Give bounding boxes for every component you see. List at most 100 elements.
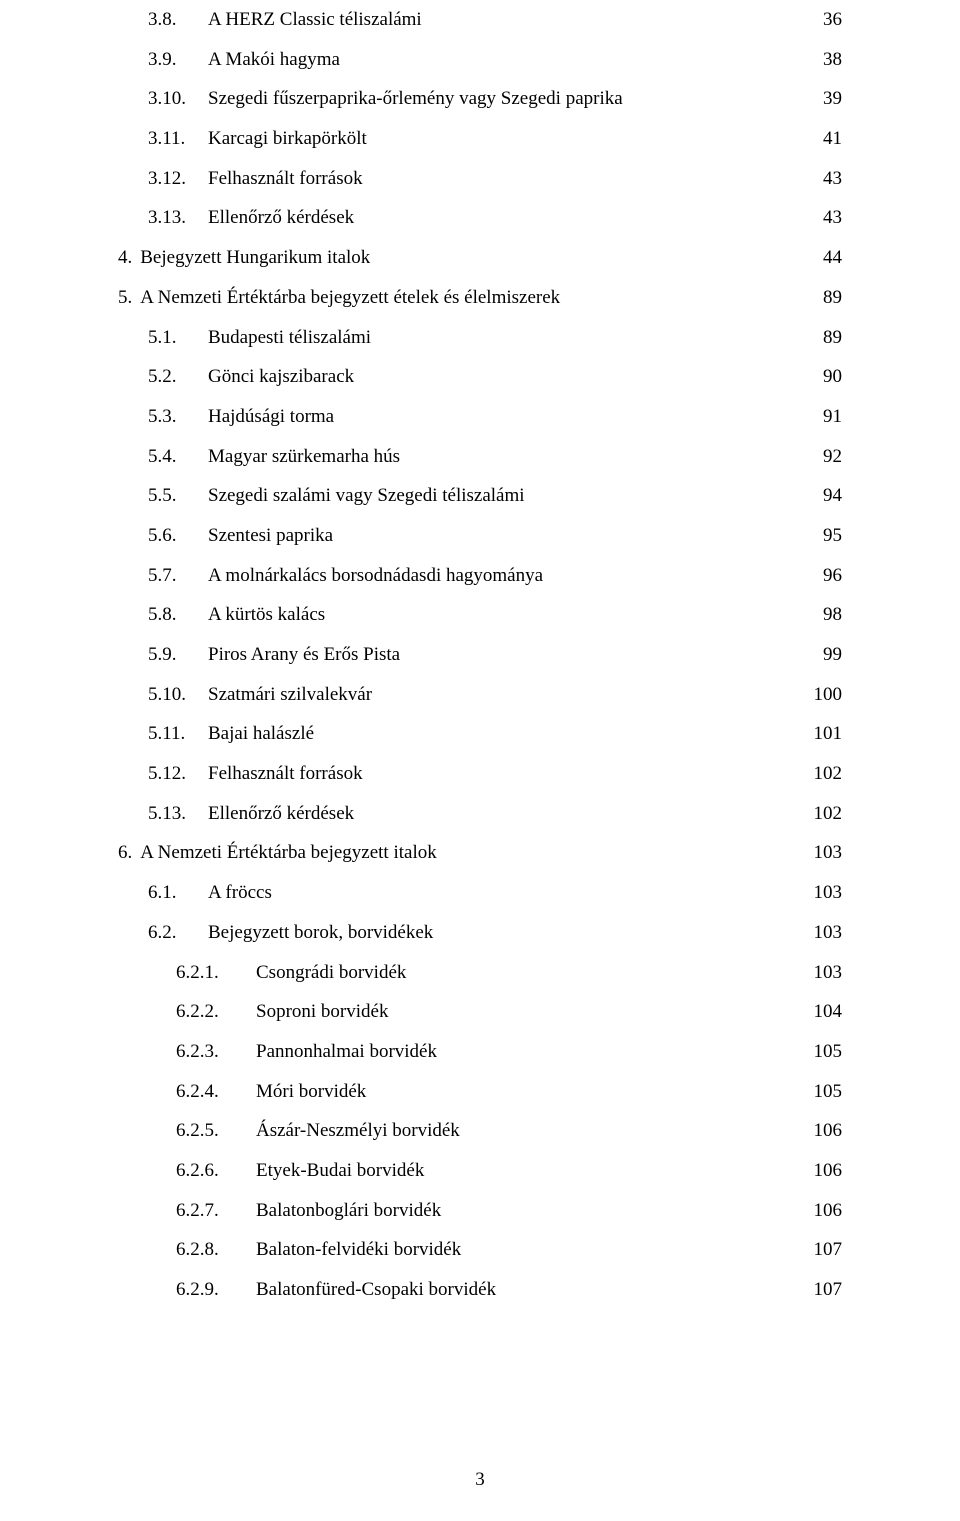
toc-entry[interactable]: 3.8.A HERZ Classic téliszalámi36 <box>118 8 842 33</box>
toc-entry-number: 5.8. <box>148 603 208 628</box>
toc-entry-page: 90 <box>819 365 842 390</box>
toc-entry[interactable]: 6.A Nemzeti Értéktárba bejegyzett italok… <box>118 841 842 866</box>
toc-entry-page: 105 <box>810 1080 843 1105</box>
toc-entry[interactable]: 6.2.3.Pannonhalmai borvidék105 <box>118 1040 842 1065</box>
toc-entry[interactable]: 5.1.Budapesti téliszalámi 89 <box>118 326 842 351</box>
toc-entry[interactable]: 5.11.Bajai halászlé101 <box>118 722 842 747</box>
toc-entry-title: Szegedi szalámi vagy Szegedi téliszalámi <box>208 484 525 509</box>
toc-entry-number: 5.6. <box>148 524 208 549</box>
toc-entry[interactable]: 5.9.Piros Arany és Erős Pista 99 <box>118 643 842 668</box>
toc-entry-title: Budapesti téliszalámi <box>208 326 371 351</box>
toc-entry-number: 3.12. <box>148 167 208 192</box>
toc-entry-page: 107 <box>810 1238 843 1263</box>
toc-entry-title: Bajai halászlé <box>208 722 314 747</box>
toc-entry-title: A Nemzeti Értéktárba bejegyzett ételek é… <box>140 286 560 311</box>
toc-entry-page: 106 <box>810 1159 843 1184</box>
page-container: 3.8.A HERZ Classic téliszalámi36 3.9.A Ma… <box>0 0 960 1521</box>
toc-entry-title: Balatonboglári borvidék <box>256 1199 441 1224</box>
page-number: 3 <box>0 1469 960 1491</box>
toc-entry-number: 5. <box>118 286 140 311</box>
toc-entry[interactable]: 5.3.Hajdúsági torma91 <box>118 405 842 430</box>
toc-entry-title: Pannonhalmai borvidék <box>256 1040 437 1065</box>
toc-entry[interactable]: 3.12.Felhasznált források 43 <box>118 167 842 192</box>
toc-entry[interactable]: 3.11.Karcagi birkapörkölt41 <box>118 127 842 152</box>
toc-entry-number: 3.8. <box>148 8 208 33</box>
toc-entry[interactable]: 6.2.1.Csongrádi borvidék103 <box>118 961 842 986</box>
toc-entry-title: Felhasznált források <box>208 167 363 192</box>
toc-entry-page: 89 <box>819 326 842 351</box>
toc-entry-page: 43 <box>819 167 842 192</box>
toc-entry-title: Etyek-Budai borvidék <box>256 1159 424 1184</box>
toc-entry-page: 103 <box>810 841 843 866</box>
toc-entry-page: 99 <box>819 643 842 668</box>
toc-entry-title: Bejegyzett Hungarikum italok <box>140 246 370 271</box>
toc-entry[interactable]: 6.2.7.Balatonboglári borvidék 106 <box>118 1199 842 1224</box>
toc-entry-page: 43 <box>819 206 842 231</box>
toc-entry-page: 104 <box>810 1000 843 1025</box>
toc-entry-title: Szegedi fűszerpaprika-őrlemény vagy Szeg… <box>208 87 623 112</box>
toc-entry-number: 3.9. <box>148 48 208 73</box>
toc-entry[interactable]: 3.9.A Makói hagyma38 <box>118 48 842 73</box>
toc-entry-page: 103 <box>810 881 843 906</box>
toc-entry[interactable]: 5.8.A kürtös kalács98 <box>118 603 842 628</box>
toc-entry-page: 103 <box>810 921 843 946</box>
toc-entry-title: Hajdúsági torma <box>208 405 334 430</box>
toc-entry[interactable]: 3.13.Ellenőrző kérdések43 <box>118 206 842 231</box>
toc-entry[interactable]: 6.2.2.Soproni borvidék104 <box>118 1000 842 1025</box>
toc-entry-title: Gönci kajszibarack <box>208 365 354 390</box>
toc-entry-title: Karcagi birkapörkölt <box>208 127 367 152</box>
toc-entry-page: 44 <box>819 246 842 271</box>
toc-entry-page: 39 <box>819 87 842 112</box>
toc-entry[interactable]: 6.2.4.Móri borvidék105 <box>118 1080 842 1105</box>
toc-entry-title: Felhasznált források <box>208 762 363 787</box>
toc-entry[interactable]: 6.2.9.Balatonfüred-Csopaki borvidék107 <box>118 1278 842 1303</box>
toc-entry-title: Csongrádi borvidék <box>256 961 406 986</box>
toc-entry[interactable]: 5.7.A molnárkalács borsodnádasdi hagyomá… <box>118 564 842 589</box>
toc-entry-number: 5.13. <box>148 802 208 827</box>
toc-entry-number: 4. <box>118 246 140 271</box>
toc-entry-title: Balatonfüred-Csopaki borvidék <box>256 1278 496 1303</box>
toc-entry-number: 5.9. <box>148 643 208 668</box>
toc-entry-title: Ellenőrző kérdések <box>208 802 354 827</box>
toc-entry-number: 5.1. <box>148 326 208 351</box>
toc-entry-title: Szentesi paprika <box>208 524 333 549</box>
toc-entry[interactable]: 3.10.Szegedi fűszerpaprika-őrlemény vagy… <box>118 87 842 112</box>
toc-entry-number: 6.2.1. <box>176 961 256 986</box>
toc-entry[interactable]: 6.2.Bejegyzett borok, borvidékek103 <box>118 921 842 946</box>
toc-entry-title: Soproni borvidék <box>256 1000 388 1025</box>
toc-entry[interactable]: 5.6.Szentesi paprika95 <box>118 524 842 549</box>
toc-entry[interactable]: 6.2.8.Balaton-felvidéki borvidék107 <box>118 1238 842 1263</box>
toc-entry[interactable]: 5.4.Magyar szürkemarha hús92 <box>118 445 842 470</box>
toc-entry-title: Magyar szürkemarha hús <box>208 445 400 470</box>
toc-entry-page: 91 <box>819 405 842 430</box>
toc-entry-page: 89 <box>819 286 842 311</box>
toc-entry[interactable]: 5.13.Ellenőrző kérdések102 <box>118 802 842 827</box>
toc-entry-number: 6.2.7. <box>176 1199 256 1224</box>
toc-entry-number: 5.10. <box>148 683 208 708</box>
toc-entry[interactable]: 5.12.Felhasznált források102 <box>118 762 842 787</box>
toc-entry-number: 3.10. <box>148 87 208 112</box>
toc-entry-page: 92 <box>819 445 842 470</box>
toc-entry-title: A HERZ Classic téliszalámi <box>208 8 422 33</box>
toc-entry[interactable]: 6.2.6.Etyek-Budai borvidék106 <box>118 1159 842 1184</box>
toc-entry-number: 5.12. <box>148 762 208 787</box>
toc-entry[interactable]: 4.Bejegyzett Hungarikum italok 44 <box>118 246 842 271</box>
toc-entry-number: 5.7. <box>148 564 208 589</box>
toc-entry-title: Móri borvidék <box>256 1080 366 1105</box>
toc-entry[interactable]: 6.1.A fröccs103 <box>118 881 842 906</box>
toc-entry-number: 3.11. <box>148 127 208 152</box>
toc-entry-number: 6.2.5. <box>176 1119 256 1144</box>
toc-entry-page: 106 <box>810 1199 843 1224</box>
toc-entry[interactable]: 5.2.Gönci kajszibarack90 <box>118 365 842 390</box>
toc-entry[interactable]: 6.2.5.Ászár-Neszmélyi borvidék106 <box>118 1119 842 1144</box>
toc-entry[interactable]: 5.A Nemzeti Értéktárba bejegyzett ételek… <box>118 286 842 311</box>
toc-entry[interactable]: 5.10.Szatmári szilvalekvár100 <box>118 683 842 708</box>
toc-entry-page: 106 <box>810 1119 843 1144</box>
toc-entry-title: Piros Arany és Erős Pista <box>208 643 400 668</box>
toc-entry-title: Szatmári szilvalekvár <box>208 683 372 708</box>
toc-entry-page: 38 <box>819 48 842 73</box>
toc-entry-number: 5.5. <box>148 484 208 509</box>
toc-entry-page: 105 <box>810 1040 843 1065</box>
toc-entry-number: 5.11. <box>148 722 208 747</box>
toc-entry[interactable]: 5.5.Szegedi szalámi vagy Szegedi télisza… <box>118 484 842 509</box>
